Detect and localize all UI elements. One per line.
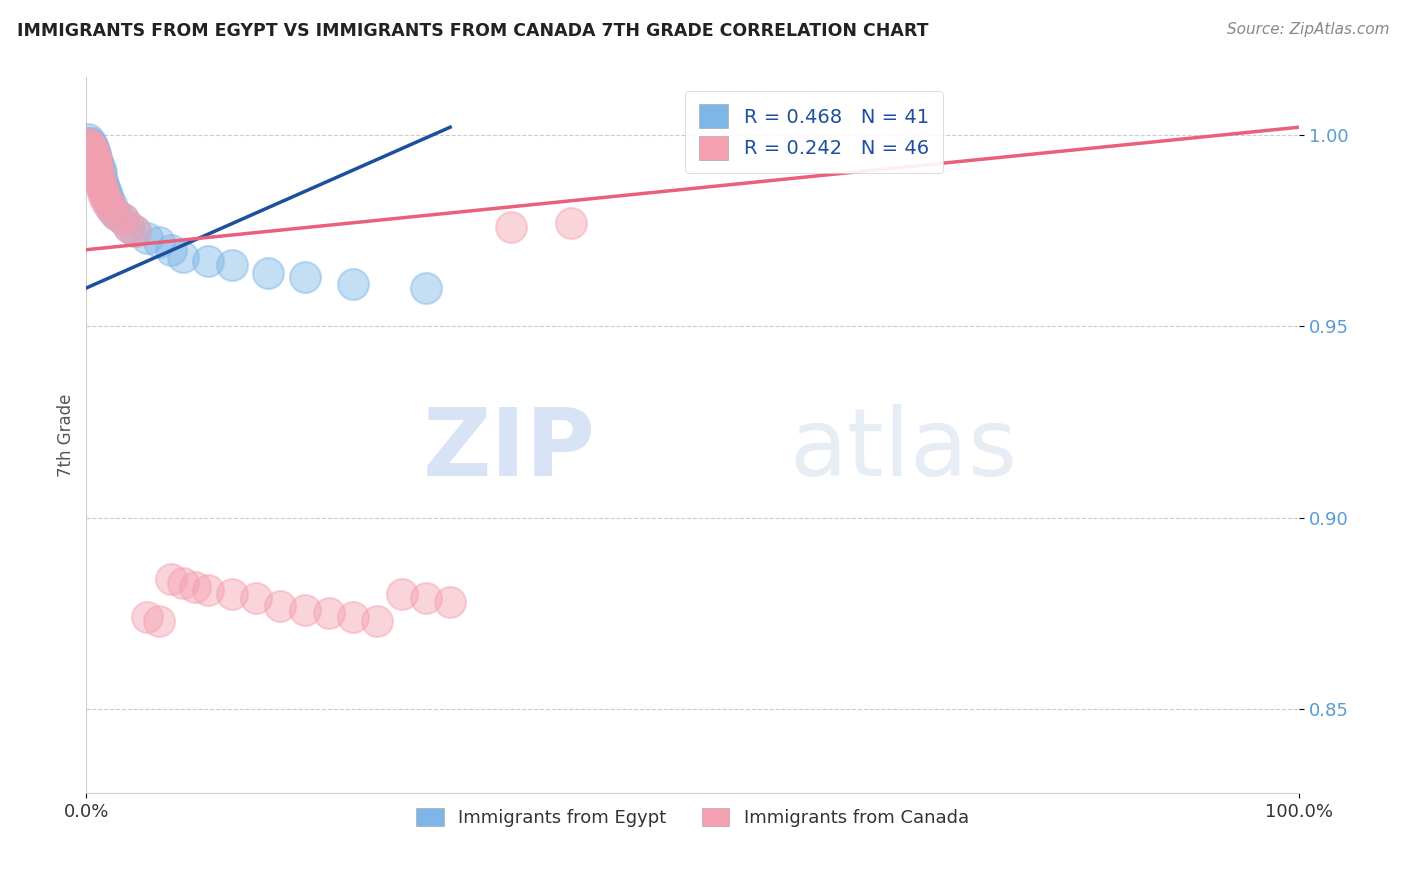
Point: [91, 186, 114, 200]
Point: [80, 151, 103, 165]
Point: [100, 201, 122, 215]
Point: [76, 131, 98, 145]
Legend: Immigrants from Egypt, Immigrants from Canada: Immigrants from Egypt, Immigrants from C…: [409, 801, 976, 834]
Point: [89, 174, 111, 188]
Point: [111, 212, 134, 227]
Point: [90, 166, 112, 180]
Point: [197, 254, 219, 268]
Point: [105, 208, 128, 222]
Point: [79, 139, 101, 153]
Point: [148, 235, 170, 249]
Point: [94, 193, 117, 207]
Point: [93, 181, 115, 195]
Text: Source: ZipAtlas.com: Source: ZipAtlas.com: [1226, 22, 1389, 37]
Point: [82, 154, 104, 169]
Point: [83, 162, 105, 177]
Point: [83, 159, 105, 173]
Point: [84, 162, 107, 177]
Point: [172, 251, 194, 265]
Point: [342, 610, 364, 624]
Point: [197, 583, 219, 598]
Point: [82, 143, 104, 157]
Point: [77, 139, 100, 153]
Point: [77, 143, 100, 157]
Point: [342, 277, 364, 292]
Point: [124, 223, 146, 237]
Y-axis label: 7th Grade: 7th Grade: [58, 393, 75, 477]
Point: [415, 591, 437, 606]
Point: [415, 281, 437, 295]
Point: [124, 223, 146, 237]
Text: atlas: atlas: [790, 404, 1018, 496]
Point: [77, 136, 100, 150]
Point: [245, 591, 267, 606]
Point: [172, 575, 194, 590]
Point: [94, 186, 117, 200]
Text: IMMIGRANTS FROM EGYPT VS IMMIGRANTS FROM CANADA 7TH GRADE CORRELATION CHART: IMMIGRANTS FROM EGYPT VS IMMIGRANTS FROM…: [17, 22, 928, 40]
Point: [84, 154, 107, 169]
Point: [294, 269, 316, 284]
Point: [76, 136, 98, 150]
Point: [318, 607, 340, 621]
Point: [97, 193, 120, 207]
Point: [79, 147, 101, 161]
Text: ZIP: ZIP: [423, 404, 596, 496]
Point: [83, 147, 105, 161]
Point: [221, 258, 243, 272]
Point: [391, 587, 413, 601]
Point: [439, 595, 461, 609]
Point: [80, 136, 103, 150]
Point: [91, 181, 114, 195]
Point: [221, 587, 243, 601]
Point: [86, 159, 108, 173]
Point: [91, 174, 114, 188]
Point: [84, 151, 107, 165]
Point: [82, 139, 104, 153]
Point: [118, 219, 141, 234]
Point: [79, 147, 101, 161]
Point: [83, 147, 105, 161]
Point: [97, 196, 120, 211]
Point: [86, 154, 108, 169]
Point: [82, 154, 104, 169]
Point: [89, 162, 111, 177]
Point: [100, 196, 122, 211]
Point: [80, 151, 103, 165]
Point: [136, 231, 159, 245]
Point: [366, 614, 388, 628]
Point: [87, 159, 110, 173]
Point: [83, 143, 105, 157]
Point: [80, 139, 103, 153]
Point: [257, 266, 280, 280]
Point: [111, 212, 134, 227]
Point: [83, 159, 105, 173]
Point: [87, 169, 110, 184]
Point: [83, 151, 105, 165]
Point: [294, 602, 316, 616]
Point: [90, 178, 112, 192]
Point: [499, 219, 522, 234]
Point: [184, 580, 207, 594]
Point: [96, 189, 118, 203]
Point: [91, 178, 114, 192]
Point: [101, 204, 124, 219]
Point: [136, 610, 159, 624]
Point: [87, 166, 110, 180]
Point: [93, 189, 115, 203]
Point: [269, 599, 291, 613]
Point: [118, 219, 141, 234]
Point: [560, 216, 582, 230]
Point: [87, 169, 110, 184]
Point: [105, 208, 128, 222]
Point: [160, 572, 183, 586]
Point: [160, 243, 183, 257]
Point: [148, 614, 170, 628]
Point: [86, 166, 108, 180]
